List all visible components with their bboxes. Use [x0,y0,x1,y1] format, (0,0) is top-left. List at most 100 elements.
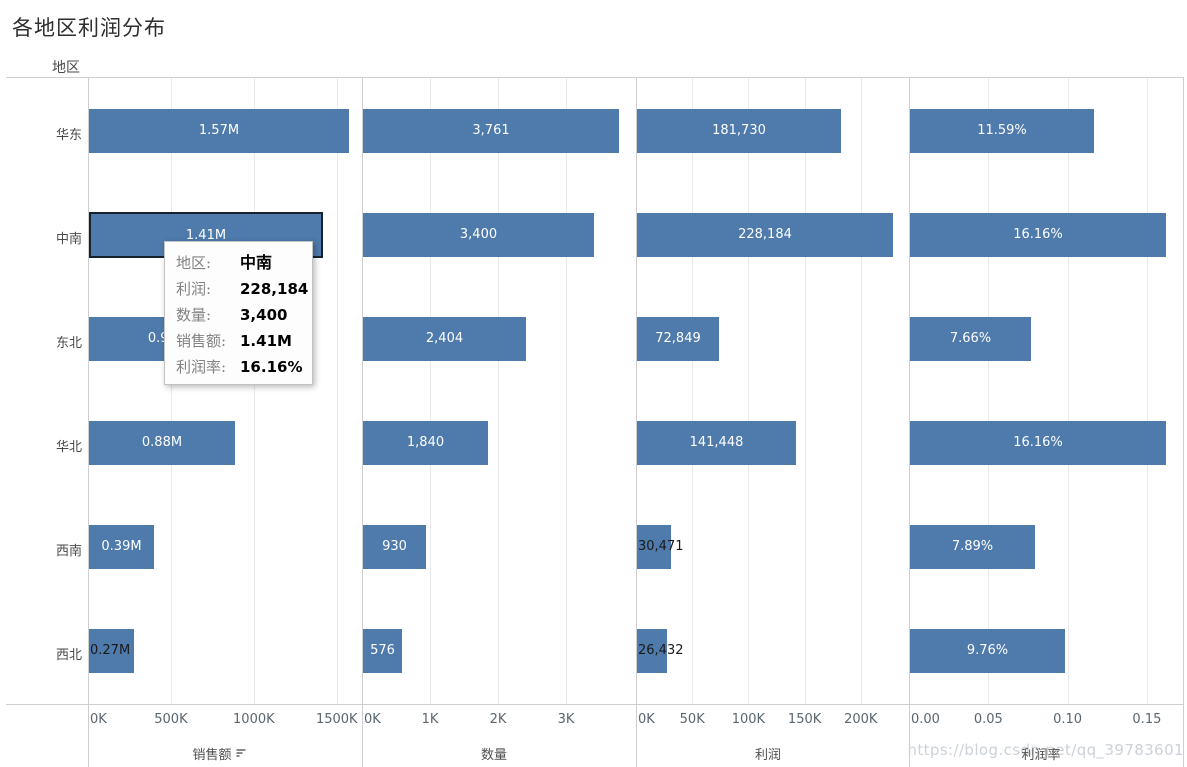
axis-tick-label: 150K [787,712,822,727]
gridline [337,78,338,704]
bar-东北-利润[interactable]: 72,849 [637,317,719,361]
axis-tick-label: 0.15 [1132,712,1162,727]
tooltip-row: 销售额: 1.41M [176,328,304,354]
bar-value-label: 1.41M [185,228,227,243]
bar-value-label: 1.57M [198,123,240,138]
gridline [1147,78,1148,704]
bar-西南-数量[interactable]: 930 [363,525,426,569]
tooltip-label: 利润率: [176,358,227,376]
bar-value-label: 16.16% [1013,227,1063,242]
bar-value-label: 1,840 [406,435,445,450]
gridline [692,78,693,704]
sort-descending-icon[interactable] [236,749,248,759]
bar-value-label: 16.16% [1013,435,1063,450]
bar-value-label: 0.39M [101,539,142,554]
bar-value-label: 11.59% [977,123,1027,138]
bar-西北-销售额[interactable]: 0.27M [89,629,134,673]
tooltip: 地区: 中南 利润: 228,184 数量: 3,400 销售额: 1.41M 利润率: 16.1… [164,241,313,385]
bar-value-label: 3,400 [459,227,498,242]
axis-title-利润[interactable]: 利润 [755,744,781,763]
axis-tick-label: 0K [638,712,655,727]
axis-tick-label: 50K [679,712,705,727]
axis-tick-label: 100K [731,712,766,727]
axis-tick-label: 200K [844,712,878,727]
bar-中南-利润[interactable]: 228,184 [637,213,893,257]
bar-value-label: 2,404 [425,331,464,346]
bar-华北-销售额[interactable]: 0.88M [89,421,235,465]
axis-title-利润率[interactable]: 利润率 [1021,744,1060,763]
tooltip-row: 利润: 228,184 [176,276,308,302]
bar-value-label: 141,448 [689,435,744,450]
tooltip-label: 地区: [176,254,212,272]
axis-title-label: 利润 [754,748,782,763]
tooltip-value: 16.16% [240,358,303,376]
axis-tick-label: 3K [557,712,575,727]
bar-华北-利润[interactable]: 141,448 [637,421,796,465]
tooltip-label: 利润: [176,280,212,298]
bar-value-label: 7.66% [949,331,992,346]
bar-华北-数量[interactable]: 1,840 [363,421,488,465]
gridline [1068,78,1069,704]
row-label-西北[interactable]: 西北 [55,648,82,663]
bar-中南-数量[interactable]: 3,400 [363,213,594,257]
row-label-东北[interactable]: 东北 [55,336,82,351]
bar-华北-利润率[interactable]: 16.16% [910,421,1166,465]
axis-tick-label: 1K [421,712,439,727]
axis-tick-label: 0K [90,712,107,727]
gridline [566,78,567,704]
row-label-中南[interactable]: 中南 [55,232,82,247]
tooltip-row: 利润率: 16.16% [176,354,304,380]
bar-西北-利润[interactable]: 26,432 [637,629,684,673]
bar-西南-销售额[interactable]: 0.39M [89,525,154,569]
gridline [805,78,806,704]
bar-中南-利润率[interactable]: 16.16% [910,213,1166,257]
chart-right-border [1183,77,1184,767]
axis-title-销售额[interactable]: 销售额 [192,744,247,763]
bar-华东-销售额[interactable]: 1.57M [89,109,349,153]
axis-tick-label: 0.10 [1053,712,1083,727]
bar-西南-利润[interactable]: 30,471 [637,525,684,569]
axis-tick-label: 1000K [233,712,275,727]
tooltip-row: 数量: 3,400 [176,302,304,328]
bar-value-label: 576 [370,643,395,658]
gridline [498,78,499,704]
bar-西北-利润率[interactable]: 9.76% [910,629,1065,673]
bar-value-label: 930 [382,539,407,554]
axis-title-label: 数量 [480,748,508,763]
bar-value-label: 7.89% [951,539,994,554]
axis-title-label: 销售额 [192,748,232,763]
panel-separator [636,77,637,767]
axis-tick-label: 500K [154,712,188,727]
axis-tick-label: 0.05 [973,712,1003,727]
axis-tick-label: 0K [364,712,381,727]
watermark: https://blog.csdn.net/qq_39783601 [907,741,1184,759]
bar-华东-数量[interactable]: 3,761 [363,109,619,153]
row-label-华北[interactable]: 华北 [55,440,82,455]
row-label-华东[interactable]: 华东 [55,128,82,143]
bar-value-label: 0.27M [90,643,131,658]
chart-top-border [6,77,1183,78]
axis-tick-label: 0.00 [911,712,940,727]
bar-value-label: 228,184 [738,227,792,242]
tooltip-row: 地区: 中南 [176,250,304,276]
bar-西北-数量[interactable]: 576 [363,629,402,673]
chart-title: 各地区利润分布 [12,16,166,40]
bar-西南-利润率[interactable]: 7.89% [910,525,1035,569]
row-label-西南[interactable]: 西南 [55,544,82,559]
tooltip-value: 1.41M [240,332,292,350]
axis-tick-label: 1500K [315,712,358,727]
axis-tick-label: 2K [489,712,507,727]
gridline [861,78,862,704]
bar-华东-利润[interactable]: 181,730 [637,109,841,153]
bar-东北-数量[interactable]: 2,404 [363,317,526,361]
bar-华东-利润率[interactable]: 11.59% [910,109,1094,153]
bar-东北-利润率[interactable]: 7.66% [910,317,1031,361]
gridline [171,78,172,704]
gridline [748,78,749,704]
bar-value-label: 9.76% [966,643,1009,658]
gridline [430,78,431,704]
row-dimension-header[interactable]: 地区 [52,60,80,76]
axis-title-label: 利润率 [1021,748,1061,763]
axis-title-数量[interactable]: 数量 [481,744,507,763]
